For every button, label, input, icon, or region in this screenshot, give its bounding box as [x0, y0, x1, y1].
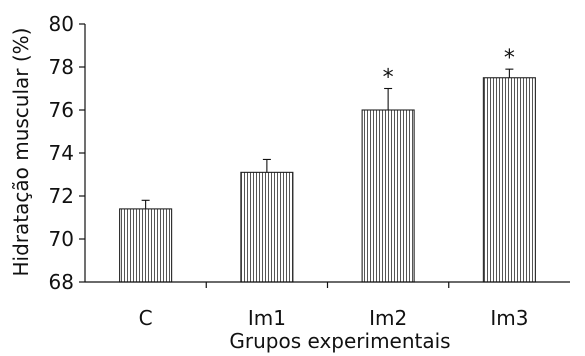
- y-tick-label: 74: [49, 141, 74, 165]
- y-tick-label: 80: [49, 12, 74, 36]
- y-axis-ticks: 68 70 72 74 76 78 80: [49, 12, 85, 294]
- y-tick-label: 78: [49, 55, 74, 79]
- y-tick-label: 72: [49, 184, 74, 208]
- bar-im2: [361, 109, 415, 283]
- significance-marker: *: [383, 66, 394, 91]
- bar-im3: [482, 77, 536, 283]
- bars: [119, 77, 536, 283]
- bar-im1: [240, 171, 294, 283]
- y-tick-label: 70: [49, 227, 74, 251]
- error-bars: [141, 68, 514, 209]
- y-tick-label: 68: [49, 270, 74, 294]
- x-tick-label: Im3: [490, 306, 528, 330]
- significance-markers: **: [383, 46, 515, 90]
- x-tick-label: Im2: [369, 306, 407, 330]
- y-axis-label: Hidratação muscular (%): [9, 28, 33, 277]
- y-tick-label: 76: [49, 98, 74, 122]
- significance-marker: *: [504, 46, 515, 71]
- x-axis-label: Grupos experimentais: [229, 329, 450, 353]
- x-axis-ticks: C Im1 Im2 Im3: [139, 282, 528, 330]
- x-tick-label: Im1: [248, 306, 286, 330]
- bar-c: [119, 208, 173, 283]
- x-tick-label: C: [139, 306, 153, 330]
